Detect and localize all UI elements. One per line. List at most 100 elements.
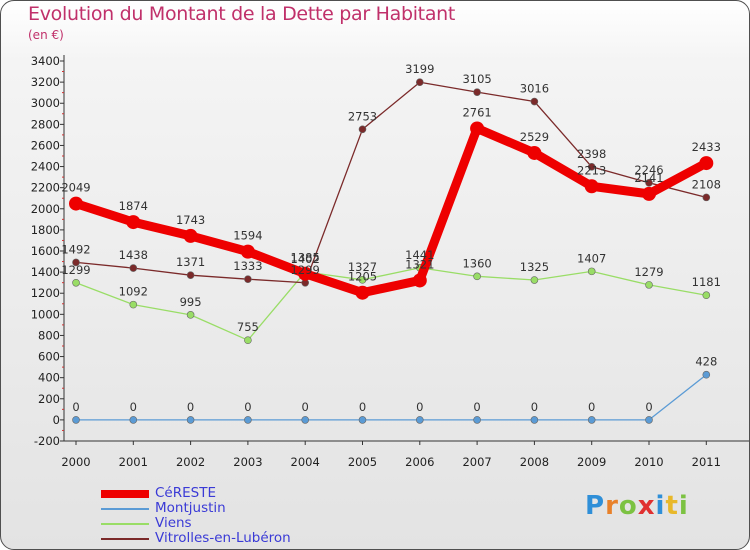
series-2-point xyxy=(129,300,138,309)
series-0-point xyxy=(298,266,313,281)
series-1-point xyxy=(129,416,138,424)
series-1-data-label: 0 xyxy=(187,400,194,414)
series-1-point xyxy=(301,416,310,424)
series-3-point xyxy=(72,258,80,267)
series-3-data-label: 1438 xyxy=(119,248,148,262)
y-tick-label: 600 xyxy=(38,350,60,364)
series-1-data-label: 0 xyxy=(645,400,652,414)
series-line-3 xyxy=(75,81,707,284)
series-0-point xyxy=(584,179,599,194)
series-1-data-label: 0 xyxy=(473,400,480,414)
y-tick-label: 2600 xyxy=(31,138,60,152)
series-3-data-label: 3199 xyxy=(405,62,434,76)
series-0-point xyxy=(412,273,427,288)
series-1-point xyxy=(645,416,653,424)
y-tick-label: 800 xyxy=(38,328,60,342)
series-1-point xyxy=(587,416,596,424)
series-0-point xyxy=(183,228,198,243)
series-0-data-label: 2433 xyxy=(692,140,721,154)
series-3-point xyxy=(129,264,138,272)
series-1-point xyxy=(358,416,367,424)
series-2-point xyxy=(530,276,539,284)
series-3-data-label: 2398 xyxy=(577,147,606,161)
x-tick-label: 2003 xyxy=(233,455,262,469)
chart-unit: (en €) xyxy=(28,28,64,42)
series-0-point xyxy=(69,196,83,211)
x-tick-label: 2009 xyxy=(577,455,606,469)
x-tick-label: 2011 xyxy=(692,455,721,469)
series-2-point xyxy=(72,278,80,287)
series-line-0 xyxy=(71,123,711,298)
series-1-point xyxy=(702,370,711,379)
series-line-2 xyxy=(75,267,707,341)
series-1-point xyxy=(244,416,252,424)
series-2-data-label: 1181 xyxy=(692,275,721,289)
y-tick-label: 400 xyxy=(38,371,60,385)
series-3-data-label: 2246 xyxy=(634,163,663,177)
series-3-data-label: 1299 xyxy=(291,263,320,277)
series-3-data-label: 3105 xyxy=(462,72,491,86)
series-1-data-label: 0 xyxy=(588,400,595,414)
legend-swatch-montjustin xyxy=(101,507,149,510)
series-2-point xyxy=(702,291,711,300)
y-tick-label: 3200 xyxy=(31,75,60,89)
legend-swatch-viens xyxy=(101,522,149,525)
y-tick-label: 1400 xyxy=(31,265,60,279)
series-1-data-label: 0 xyxy=(531,400,538,414)
y-tick-label: 1000 xyxy=(31,307,60,321)
legend-label-vitrolles: Vitrolles-en-Lubéron xyxy=(155,530,291,546)
x-tick-label: 2005 xyxy=(348,455,377,469)
legend-label-montjustin: Montjustin xyxy=(155,500,226,516)
series-line-1 xyxy=(75,374,707,421)
series-2-data-label: 1441 xyxy=(405,248,434,262)
series-0-point xyxy=(126,215,141,230)
series-2-data-label: 1325 xyxy=(520,260,549,274)
series-3-point xyxy=(244,275,252,283)
y-tick-label: 200 xyxy=(38,392,60,406)
series-1-point xyxy=(415,416,424,424)
y-tick-label: 1200 xyxy=(31,286,60,300)
series-2-point xyxy=(244,336,252,344)
series-0-data-label: 2049 xyxy=(61,181,90,195)
y-tick-label: 3000 xyxy=(31,96,60,110)
series-3-point xyxy=(415,78,424,87)
series-0-data-label: 1874 xyxy=(119,199,148,213)
series-2-point xyxy=(645,281,653,289)
series-0-data-label: 1594 xyxy=(233,229,262,243)
series-1-data-label: 0 xyxy=(359,400,366,414)
legend-swatch-ceresta xyxy=(101,489,149,498)
series-0-point xyxy=(240,244,255,259)
series-0-data-label: 1743 xyxy=(176,213,205,227)
series-3-data-label: 2108 xyxy=(692,177,721,191)
series-3-point xyxy=(358,125,367,134)
y-tick-label: 1800 xyxy=(31,223,60,237)
series-3-point xyxy=(473,88,481,96)
series-0-point xyxy=(355,285,370,300)
series-3-data-label: 1333 xyxy=(233,259,262,273)
series-2-point xyxy=(358,276,367,284)
series-1-data-label: 0 xyxy=(72,400,79,414)
series-3-data-label: 2753 xyxy=(348,109,377,123)
y-tick-label: 3400 xyxy=(31,54,60,68)
series-0-point xyxy=(470,121,485,136)
chart-title: Evolution du Montant de la Dette par Hab… xyxy=(28,3,456,25)
y-tick-label: 2000 xyxy=(31,202,60,216)
y-tick-label: 1600 xyxy=(31,244,60,258)
series-3-point xyxy=(530,97,539,106)
series-1-data-label: 0 xyxy=(244,400,251,414)
series-1-data-label: 0 xyxy=(130,400,137,414)
series-0-data-label: 2529 xyxy=(520,130,549,144)
legend-swatch-vitrolles xyxy=(101,537,149,540)
series-2-data-label: 1327 xyxy=(348,260,377,274)
series-1-data-label: 0 xyxy=(416,400,423,414)
x-tick-label: 2006 xyxy=(405,455,434,469)
series-1-point xyxy=(473,416,481,424)
y-tick-label: 2200 xyxy=(31,181,60,195)
series-2-data-label: 1402 xyxy=(291,252,320,266)
x-tick-label: 2000 xyxy=(61,455,90,469)
series-2-data-label: 1279 xyxy=(634,265,663,279)
y-tick-label: 0 xyxy=(53,413,60,427)
x-tick-label: 2008 xyxy=(520,455,549,469)
proxiti-logo: Proxiti xyxy=(585,491,689,521)
